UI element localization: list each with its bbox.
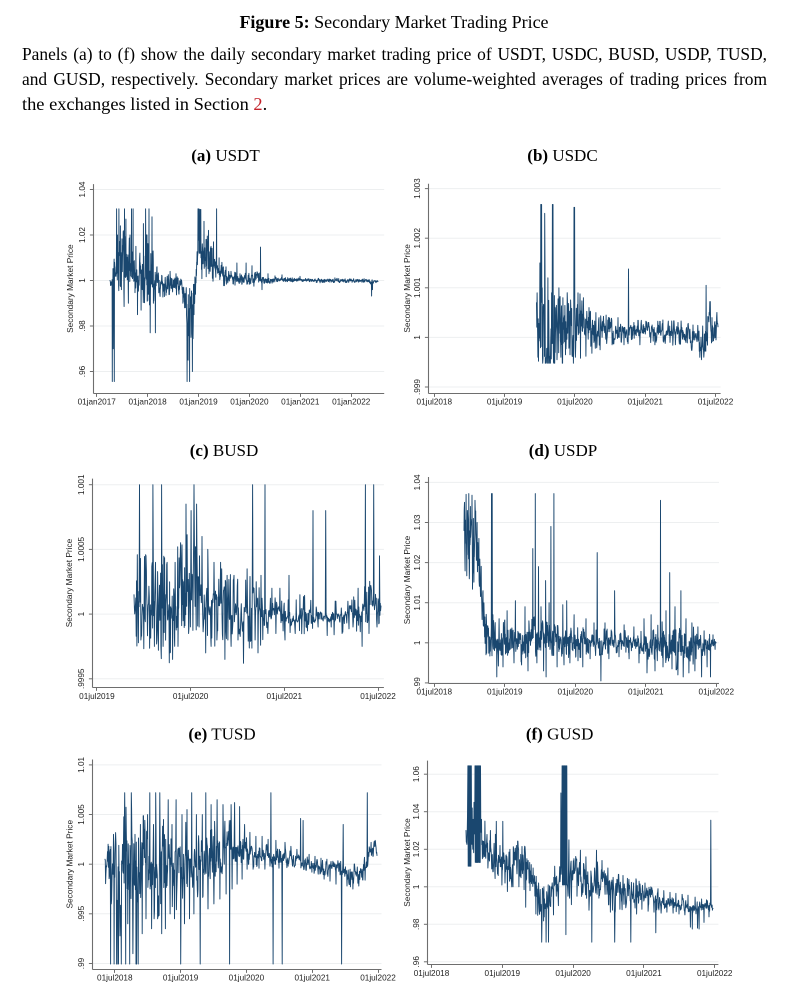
- svg-text:1.001: 1.001: [77, 474, 86, 495]
- svg-text:Secondary Market Price: Secondary Market Price: [65, 820, 75, 909]
- svg-text:1.005: 1.005: [77, 804, 86, 825]
- svg-text:01jul2022: 01jul2022: [360, 973, 396, 982]
- svg-text:.99: .99: [77, 957, 86, 969]
- svg-text:01jul2022: 01jul2022: [699, 687, 735, 696]
- svg-text:(f) GUSD: (f) GUSD: [526, 725, 594, 744]
- svg-text:01jan2017: 01jan2017: [78, 397, 117, 406]
- svg-text:1: 1: [413, 335, 422, 340]
- svg-text:1.04: 1.04: [412, 803, 421, 819]
- svg-text:01jul2020: 01jul2020: [558, 687, 594, 696]
- svg-text:Secondary Market Price: Secondary Market Price: [64, 538, 74, 627]
- svg-text:01jul2022: 01jul2022: [698, 397, 734, 406]
- svg-text:Secondary Market Price: Secondary Market Price: [402, 818, 412, 907]
- svg-text:01jan2021: 01jan2021: [281, 397, 320, 406]
- svg-text:01jul2022: 01jul2022: [697, 969, 733, 978]
- svg-text:1.04: 1.04: [413, 474, 422, 490]
- svg-text:(e) TUSD: (e) TUSD: [188, 725, 255, 744]
- svg-text:1: 1: [78, 278, 87, 283]
- svg-text:(c) BUSD: (c) BUSD: [190, 441, 258, 460]
- svg-text:.98: .98: [412, 918, 421, 930]
- svg-text:1: 1: [77, 611, 86, 616]
- svg-text:01jul2019: 01jul2019: [487, 687, 523, 696]
- svg-text:(d) USDP: (d) USDP: [529, 441, 598, 460]
- svg-text:1.02: 1.02: [412, 841, 421, 857]
- svg-text:01jul2021: 01jul2021: [294, 973, 330, 982]
- svg-text:01jul2020: 01jul2020: [555, 969, 591, 978]
- svg-text:1.02: 1.02: [413, 554, 422, 570]
- svg-text:01jan2018: 01jan2018: [128, 397, 167, 406]
- svg-text:01jul2018: 01jul2018: [417, 397, 453, 406]
- svg-text:Secondary Market Price: Secondary Market Price: [402, 244, 412, 333]
- svg-text:.96: .96: [412, 956, 421, 968]
- svg-text:01jul2018: 01jul2018: [414, 969, 450, 978]
- svg-text:1.003: 1.003: [413, 178, 422, 199]
- svg-text:1.02: 1.02: [78, 227, 87, 243]
- svg-text:Secondary Market Price: Secondary Market Price: [402, 535, 412, 624]
- svg-text:01jul2021: 01jul2021: [627, 397, 663, 406]
- svg-text:01jul2020: 01jul2020: [229, 973, 265, 982]
- svg-text:.96: .96: [78, 365, 87, 377]
- svg-text:1: 1: [412, 884, 421, 889]
- svg-text:01jul2020: 01jul2020: [557, 397, 593, 406]
- svg-text:01jan2020: 01jan2020: [230, 397, 269, 406]
- svg-text:.9995: .9995: [77, 668, 86, 689]
- svg-text:1.01: 1.01: [413, 594, 422, 610]
- svg-text:Secondary Market Price: Secondary Market Price: [65, 244, 75, 333]
- svg-text:1: 1: [77, 861, 86, 866]
- svg-text:1.06: 1.06: [412, 766, 421, 782]
- svg-text:01jul2018: 01jul2018: [97, 973, 133, 982]
- svg-text:01jul2021: 01jul2021: [267, 692, 303, 701]
- svg-text:1.002: 1.002: [413, 228, 422, 249]
- svg-text:.98: .98: [78, 320, 87, 332]
- svg-text:01jul2018: 01jul2018: [417, 687, 453, 696]
- svg-text:01jul2022: 01jul2022: [360, 692, 396, 701]
- svg-text:01jul2019: 01jul2019: [487, 397, 523, 406]
- svg-text:01jul2019: 01jul2019: [485, 969, 521, 978]
- svg-text:1.01: 1.01: [77, 756, 86, 772]
- svg-text:.99: .99: [413, 677, 422, 689]
- svg-text:1.04: 1.04: [78, 181, 87, 197]
- svg-text:01jul2020: 01jul2020: [173, 692, 209, 701]
- svg-text:(b) USDC: (b) USDC: [527, 146, 597, 165]
- svg-text:01jul2021: 01jul2021: [628, 687, 664, 696]
- svg-text:01jul2019: 01jul2019: [163, 973, 199, 982]
- svg-text:.995: .995: [77, 905, 86, 921]
- svg-text:1: 1: [413, 640, 422, 645]
- svg-text:01jul2021: 01jul2021: [626, 969, 662, 978]
- svg-text:01jul2019: 01jul2019: [79, 692, 115, 701]
- svg-text:1.0005: 1.0005: [77, 536, 86, 561]
- svg-text:01jan2022: 01jan2022: [332, 397, 371, 406]
- svg-text:1.001: 1.001: [413, 277, 422, 298]
- svg-text:01jan2019: 01jan2019: [179, 397, 218, 406]
- svg-text:1.03: 1.03: [413, 514, 422, 530]
- svg-text:(a) USDT: (a) USDT: [191, 146, 260, 165]
- svg-text:.999: .999: [413, 379, 422, 395]
